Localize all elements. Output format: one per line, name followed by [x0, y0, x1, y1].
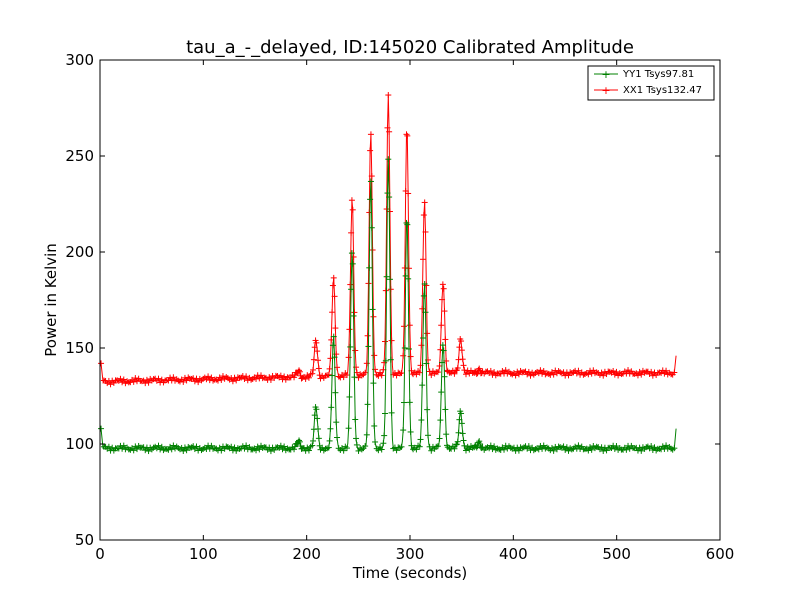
plot-area [100, 60, 720, 540]
series-markers [98, 92, 678, 388]
series-layer [98, 92, 678, 455]
legend-label-yy1: YY1 Tsys97.81 [622, 69, 694, 80]
x-tick-label: 500 [602, 545, 631, 563]
legend-label-xx1: XX1 Tsys132.47 [623, 85, 702, 96]
ticks-layer: 0 100 200 300 400 500 600 50 100 150 200 250 300 [65, 51, 734, 563]
y-tick-label: 100 [65, 435, 94, 453]
chart-title: tau_a_-_delayed, ID:145020 Calibrated Am… [186, 37, 634, 58]
legend-marker-xx1: + [601, 84, 610, 97]
y-tick-label: 200 [65, 243, 94, 261]
x-axis-label: Time (seconds) [352, 564, 468, 582]
x-tick-label: 600 [706, 545, 735, 563]
legend-marker-yy1: + [601, 68, 610, 81]
x-tick-label: 200 [292, 545, 321, 563]
x-tick-label: 100 [189, 545, 218, 563]
plot-frame [99, 59, 721, 541]
y-axis-label: Power in Kelvin [42, 243, 60, 357]
series-markers [98, 156, 678, 455]
y-tick-label: 300 [65, 51, 94, 69]
x-tick-label: 0 [95, 545, 105, 563]
series-xx1 [98, 92, 678, 388]
x-tick-label: 400 [499, 545, 528, 563]
legend: + YY1 Tsys97.81 + XX1 Tsys132.47 [587, 65, 715, 101]
y-tick-label: 50 [75, 531, 94, 549]
legend-box [587, 65, 715, 101]
series-yy1 [98, 156, 678, 455]
y-tick-label: 150 [65, 339, 94, 357]
x-tick-label: 300 [396, 545, 425, 563]
y-tick-label: 250 [65, 147, 94, 165]
